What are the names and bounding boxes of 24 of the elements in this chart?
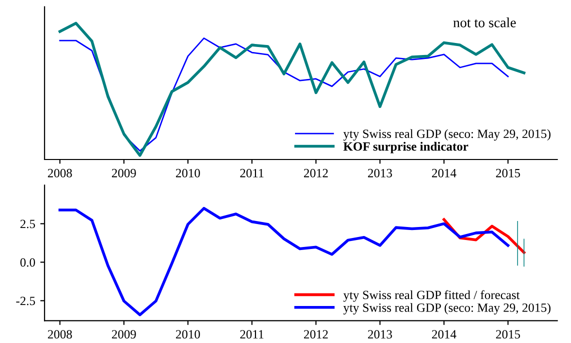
x-tick-label: 2013 [368,330,392,339]
x-tick-label: 2014 [432,330,456,339]
x-tick-label: 2015 [496,168,520,178]
x-tick-label: 2012 [304,330,328,339]
x-tick-label: 2009 [112,168,136,178]
legend-label: yty Swiss real GDP (seco: May 29, 2015) [343,129,550,141]
x-tick-label: 2012 [304,168,328,178]
x-tick-label: 2011 [240,168,264,178]
x-tick-label: 2010 [176,330,200,339]
y-tick-label: -2.5 [16,296,36,306]
x-tick-label: 2014 [432,168,456,178]
y-tick-label: 0.0 [20,258,36,267]
x-tick-label: 2011 [240,330,264,339]
y-tick-label: 2.5 [20,220,36,228]
annotation: not to scale [453,18,516,28]
x-tick-label: 2010 [176,168,200,178]
legend-label: yty Swiss real GDP (seco: May 29, 2015) [343,303,550,314]
legend-label: KOF surprise indicator [343,142,468,154]
x-tick-label: 2009 [112,330,136,339]
x-tick-label: 2015 [496,330,520,339]
x-tick-label: 2013 [368,168,392,178]
x-tick-label: 2008 [48,330,72,339]
legend-label: yty Swiss real GDP fitted / forecast [343,290,520,302]
x-tick-label: 2008 [48,168,72,178]
